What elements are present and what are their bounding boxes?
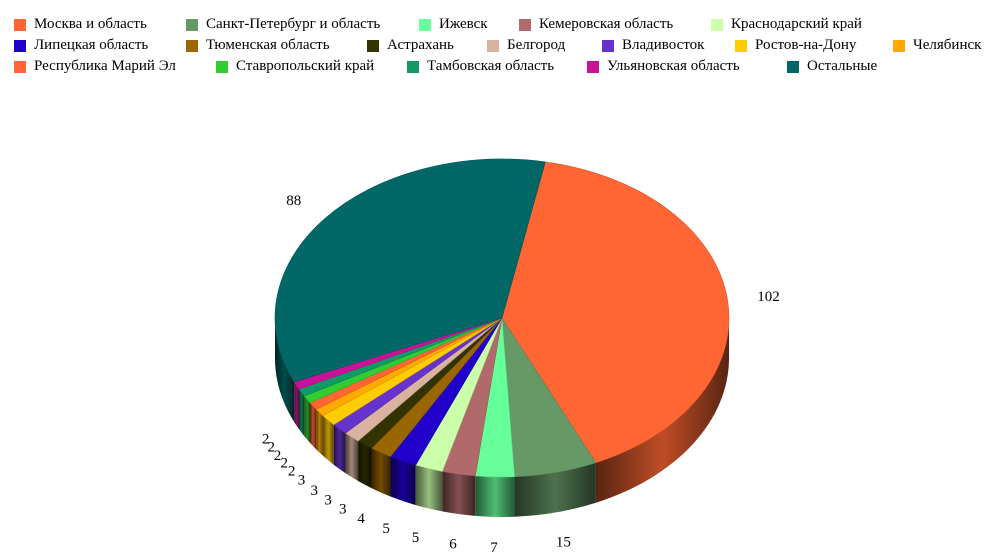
legend-label: Санкт-Петербург и область bbox=[206, 16, 381, 32]
legend-swatch bbox=[367, 39, 379, 52]
legend-row: Республика Марий Эл Ставропольский край Та… bbox=[14, 56, 994, 77]
pie-data-label: 5 bbox=[382, 521, 390, 537]
pie-slice-side bbox=[514, 462, 596, 517]
legend-label: Кемеровская область bbox=[539, 16, 674, 32]
pie-data-label: 3 bbox=[298, 473, 306, 489]
pie-slice-side bbox=[322, 415, 334, 465]
legend-label: Тамбовская область bbox=[427, 58, 555, 74]
pie-data-label: 15 bbox=[556, 535, 571, 551]
legend-item: Санкт-Петербург и область bbox=[186, 16, 419, 33]
legend-label: Астрахань bbox=[387, 37, 454, 53]
pie-data-label: 3 bbox=[339, 502, 347, 518]
pie-slice-side bbox=[442, 471, 476, 516]
pie-slice-side bbox=[475, 475, 515, 518]
legend-item: Тюменская область bbox=[186, 37, 367, 54]
pie-data-label: 5 bbox=[412, 530, 420, 546]
legend-swatch bbox=[735, 39, 747, 52]
pie-data-label: 3 bbox=[310, 483, 318, 499]
legend-swatch bbox=[519, 18, 531, 31]
legend-label: Ставропольский край bbox=[236, 58, 375, 74]
legend-swatch bbox=[186, 18, 198, 31]
pie-slice-side bbox=[275, 318, 295, 422]
legend-label: Ижевск bbox=[439, 16, 488, 32]
legend-swatch bbox=[14, 18, 26, 31]
legend-item: Ижевск bbox=[419, 16, 519, 33]
pie-slice-side bbox=[309, 402, 317, 450]
legend-item: Челябинск bbox=[893, 37, 993, 54]
pie-data-label: 7 bbox=[490, 540, 498, 552]
legend-label: Остальные bbox=[807, 58, 878, 74]
pie-data-label: 2 bbox=[288, 463, 296, 479]
legend-item: Остальные bbox=[787, 58, 907, 75]
pie-slice-side bbox=[345, 433, 359, 481]
legend-item: Москва и область bbox=[14, 16, 186, 33]
legend-row: Липецкая область Тюменская область Астраха… bbox=[14, 35, 994, 56]
legend-swatch bbox=[14, 60, 26, 73]
legend-row: Москва и область Санкт-Петербург и област… bbox=[14, 14, 994, 35]
pie-slice-side bbox=[371, 448, 391, 497]
pie-data-label: 102 bbox=[757, 289, 780, 305]
pie-slice-side bbox=[595, 318, 729, 503]
pie-data-label: 2 bbox=[274, 448, 282, 464]
pie-slice-side bbox=[316, 409, 323, 456]
legend-item: Владивосток bbox=[602, 37, 735, 54]
legend-label: Челябинск bbox=[913, 37, 982, 53]
legend-item: Тамбовская область bbox=[407, 58, 587, 75]
chart-legend: Москва и область Санкт-Петербург и област… bbox=[14, 14, 994, 77]
legend-swatch bbox=[14, 39, 26, 52]
legend-label: Белгород bbox=[507, 37, 566, 53]
legend-swatch bbox=[419, 18, 431, 31]
legend-swatch bbox=[602, 39, 614, 52]
pie-slice-side bbox=[333, 424, 346, 474]
legend-swatch bbox=[711, 18, 723, 31]
legend-label: Ростов-на-Дону bbox=[755, 37, 857, 53]
pie-slice-side bbox=[294, 381, 299, 430]
pie-slice-side bbox=[298, 389, 305, 437]
legend-item: Ульяновская область bbox=[587, 58, 787, 75]
pie-slice-side bbox=[415, 465, 443, 512]
legend-item: Республика Марий Эл bbox=[14, 58, 216, 75]
legend-swatch bbox=[407, 60, 419, 73]
legend-item: Белгород bbox=[487, 37, 602, 54]
legend-label: Владивосток bbox=[622, 37, 705, 53]
legend-item: Липецкая область bbox=[14, 37, 186, 54]
legend-item: Кемеровская область bbox=[519, 16, 711, 33]
pie-data-label: 2 bbox=[268, 440, 276, 456]
legend-item: Ростов-на-Дону bbox=[735, 37, 893, 54]
pie-data-label: 4 bbox=[357, 511, 365, 527]
legend-swatch bbox=[893, 39, 905, 52]
pie-slice-side bbox=[304, 396, 310, 443]
legend-swatch bbox=[186, 39, 198, 52]
legend-label: Москва и область bbox=[34, 16, 147, 32]
legend-swatch bbox=[487, 39, 499, 52]
pie-data-label: 2 bbox=[262, 431, 270, 447]
legend-label: Тюменская область bbox=[206, 37, 330, 53]
legend-item: Ставропольский край bbox=[216, 58, 407, 75]
pie-data-label: 6 bbox=[449, 537, 457, 552]
legend-swatch bbox=[787, 60, 799, 73]
pie-data-label: 3 bbox=[324, 493, 332, 509]
legend-swatch bbox=[216, 60, 228, 73]
pie-slice-side bbox=[390, 456, 416, 506]
legend-item: Астрахань bbox=[367, 37, 487, 54]
pie-data-label: 2 bbox=[281, 456, 289, 472]
pie-slice bbox=[274, 158, 546, 383]
legend-item: Краснодарский край bbox=[711, 16, 871, 33]
legend-label: Липецкая область bbox=[34, 37, 149, 53]
legend-label: Краснодарский край bbox=[731, 16, 862, 32]
pie-slice-side bbox=[358, 440, 372, 489]
pie-data-label: 88 bbox=[286, 193, 301, 209]
legend-label: Ульяновская область bbox=[607, 58, 740, 74]
pie-slice bbox=[501, 161, 730, 464]
legend-swatch bbox=[587, 60, 599, 73]
legend-label: Республика Марий Эл bbox=[34, 58, 176, 74]
